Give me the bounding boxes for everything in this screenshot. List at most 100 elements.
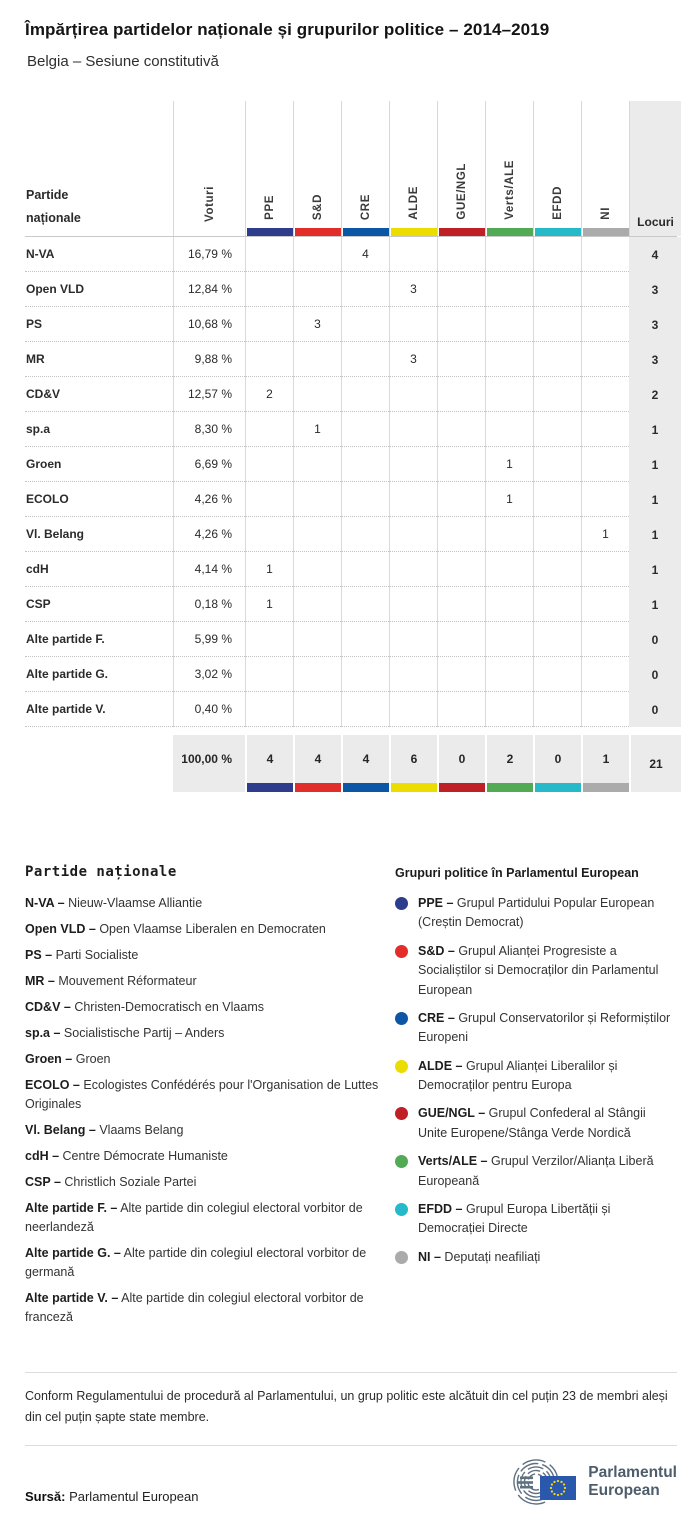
party-legend-item: cdH – Centre Démocrate Humaniste xyxy=(25,1147,381,1166)
group-legend-text: GUE/NGL – Grupul Confederal al Stângii U… xyxy=(418,1104,677,1143)
table-row: Alte partide F. 5,99 % 0 xyxy=(25,622,681,657)
group-seats-cell xyxy=(245,657,293,692)
group-seats-cell xyxy=(341,552,389,587)
group-seats-cell xyxy=(245,412,293,447)
party-abbr: Groen – xyxy=(25,1052,73,1066)
group-seats-cell xyxy=(437,412,485,447)
party-name-cell: Alte partide V. xyxy=(25,692,173,727)
group-seats-cell xyxy=(389,237,437,272)
votes-cell: 8,30 % xyxy=(173,412,245,447)
group-description: Grupul Europa Libertății și Democrației … xyxy=(418,1201,611,1236)
group-seats-cell xyxy=(341,342,389,377)
legends-section: Partide naționale N-VA – Nieuw-Vlaamse A… xyxy=(25,864,677,1334)
group-legend-text: ALDE – Grupul Alianței Liberalilor și De… xyxy=(418,1057,677,1096)
group-color-bar xyxy=(295,228,341,236)
seat-distribution-table: Partide naționale Voturi PPE S&D CRE ALDE GU… xyxy=(25,101,681,792)
table-row: sp.a 8,30 % 1 1 xyxy=(25,412,681,447)
group-seats-cell xyxy=(437,307,485,342)
column-header-group: ALDE xyxy=(389,101,437,236)
group-seats-cell xyxy=(293,447,341,482)
party-full-name: Alte partide din colegiul electoral vorb… xyxy=(25,1291,364,1324)
group-abbr: Verts/ALE – xyxy=(418,1154,488,1169)
totals-group-cell: 4 xyxy=(293,735,341,792)
table-row: Open VLD 12,84 % 3 3 xyxy=(25,272,681,307)
group-seats-cell xyxy=(533,377,581,412)
group-abbr: EFDD – xyxy=(418,1201,463,1216)
group-seats-cell xyxy=(437,342,485,377)
party-legend-item: CSP – Christlich Soziale Partei xyxy=(25,1173,381,1192)
eu-flag-icon xyxy=(540,1475,577,1500)
total-seats-cell: 1 xyxy=(629,517,681,552)
column-header-group: NI xyxy=(581,101,629,236)
total-seats-cell: 0 xyxy=(629,622,681,657)
group-seats-cell xyxy=(533,482,581,517)
column-header-group: PPE xyxy=(245,101,293,236)
party-full-name: Groen xyxy=(75,1052,111,1066)
party-name-cell: Alte partide G. xyxy=(25,657,173,692)
group-color-bar xyxy=(439,783,485,792)
group-seats-cell xyxy=(389,307,437,342)
group-seats-cell xyxy=(389,552,437,587)
table-row: CD&V 12,57 % 2 2 xyxy=(25,377,681,412)
group-abbr: CRE – xyxy=(418,1010,455,1025)
party-abbr: Alte partide V. – xyxy=(25,1291,119,1305)
locuri-header-label: Locuri xyxy=(637,215,674,229)
source-label: Sursă: xyxy=(25,1488,66,1504)
group-seats-cell xyxy=(389,482,437,517)
group-seats-cell xyxy=(341,587,389,622)
table-body: N-VA 16,79 % 4 4 Open VLD 12,84 % 3 3 PS 10,68 % 3… xyxy=(25,237,681,727)
group-seats-cell xyxy=(293,552,341,587)
table-row: Vl. Belang 4,26 % 1 1 xyxy=(25,517,681,552)
group-seats-cell xyxy=(485,342,533,377)
party-abbr: sp.a – xyxy=(25,1026,61,1040)
column-header-group: GUE/NGL xyxy=(437,101,485,236)
party-name-cell: MR xyxy=(25,342,173,377)
source-text: Sursă: Parlamentul European xyxy=(25,1489,198,1508)
group-seats-cell xyxy=(389,657,437,692)
votes-cell: 10,68 % xyxy=(173,307,245,342)
group-seats-cell xyxy=(485,272,533,307)
group-header-label: Verts/ALE xyxy=(503,160,516,220)
group-seats-cell xyxy=(485,692,533,727)
group-seats-cell xyxy=(293,237,341,272)
group-seats-cell xyxy=(245,342,293,377)
totals-group-cell: 4 xyxy=(341,735,389,792)
group-seats-cell xyxy=(437,447,485,482)
group-description: Grupul Conservatorilor și Reformiștilor … xyxy=(418,1010,671,1045)
group-header-label: S&D xyxy=(311,193,324,220)
group-seats-cell xyxy=(485,307,533,342)
party-full-name: Alte partide din colegiul electoral vorb… xyxy=(25,1246,367,1279)
party-name-cell: PS xyxy=(25,307,173,342)
corner-header-partide-nationale: Partide naționale xyxy=(25,101,173,236)
totals-votes-cell: 100,00 % xyxy=(173,735,245,792)
column-header-group: EFDD xyxy=(533,101,581,236)
group-seats-cell xyxy=(389,377,437,412)
group-abbr: S&D – xyxy=(418,943,455,958)
group-seats-cell xyxy=(485,412,533,447)
votes-cell: 0,40 % xyxy=(173,692,245,727)
group-color-bar xyxy=(535,228,581,236)
group-legend-text: Verts/ALE – Grupul Verzilor/Alianța Libe… xyxy=(418,1152,677,1191)
total-seats-cell: 1 xyxy=(629,412,681,447)
group-seats-cell xyxy=(245,307,293,342)
group-seats-cell xyxy=(293,657,341,692)
party-abbr: CSP – xyxy=(25,1175,61,1189)
source-row: Sursă: Parlamentul European xyxy=(25,1444,677,1508)
group-seats-cell xyxy=(389,447,437,482)
group-seats-cell: 1 xyxy=(245,552,293,587)
group-color-bar xyxy=(343,783,389,792)
group-seats-cell xyxy=(533,552,581,587)
party-name-cell: Groen xyxy=(25,447,173,482)
group-seats-cell xyxy=(581,307,629,342)
totals-group-cell: 2 xyxy=(485,735,533,792)
total-seats-cell: 3 xyxy=(629,342,681,377)
party-legend-item: sp.a – Socialistische Partij – Anders xyxy=(25,1024,381,1043)
table-row: N-VA 16,79 % 4 4 xyxy=(25,237,681,272)
votes-cell: 12,84 % xyxy=(173,272,245,307)
totals-group-cell: 0 xyxy=(533,735,581,792)
table-row: PS 10,68 % 3 3 xyxy=(25,307,681,342)
group-seats-cell: 1 xyxy=(581,517,629,552)
group-seats-cell xyxy=(389,692,437,727)
group-color-dot-icon xyxy=(395,944,408,958)
group-header-label: NI xyxy=(599,207,612,220)
